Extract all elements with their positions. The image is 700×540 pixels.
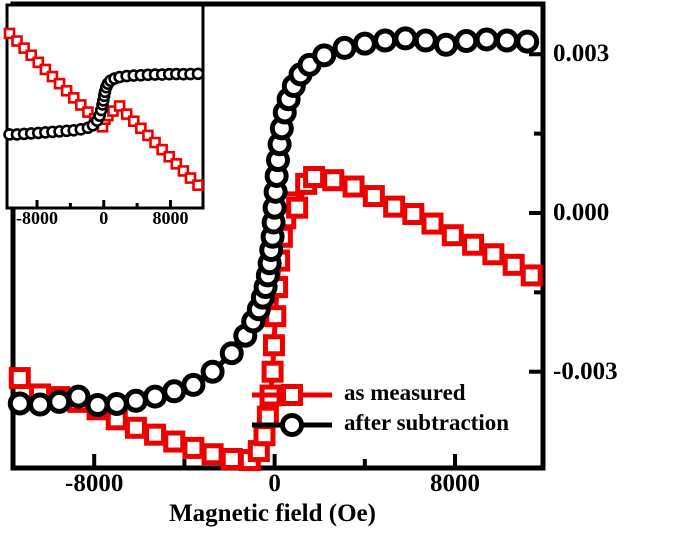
y-tick-label-0.003: 0.003	[553, 40, 610, 68]
y-axis-title: Magnetic moment (emu/gm)	[592, 0, 628, 72]
x-axis-title: Magnetic field (Oe)	[169, 500, 376, 527]
inset-axis-ticks	[35, 200, 172, 208]
x-tick-label-8000: 8000	[430, 470, 481, 497]
main-axis-ticks	[92, 52, 543, 468]
inset-x-tick-label-neg8000: -8000	[16, 208, 59, 228]
main-series-group	[7, 26, 543, 472]
inset-series-group	[3, 27, 205, 191]
legend-label-after-subtraction: after subtraction	[344, 410, 510, 435]
x-tick-label-0: 0	[268, 470, 281, 497]
inset-x-tick-label-0: 0	[99, 208, 109, 228]
x-tick-label-neg8000: -8000	[65, 470, 124, 497]
legend-label-as-measured: as measured	[344, 380, 466, 405]
inset-x-tick-label-8000: 8000	[152, 208, 189, 228]
y-tick-label-neg0.003: -0.003	[553, 357, 618, 385]
main-plot-frame	[10, 1, 546, 471]
y-tick-label-0.000: 0.000	[553, 198, 610, 226]
legend-marks	[252, 384, 332, 437]
